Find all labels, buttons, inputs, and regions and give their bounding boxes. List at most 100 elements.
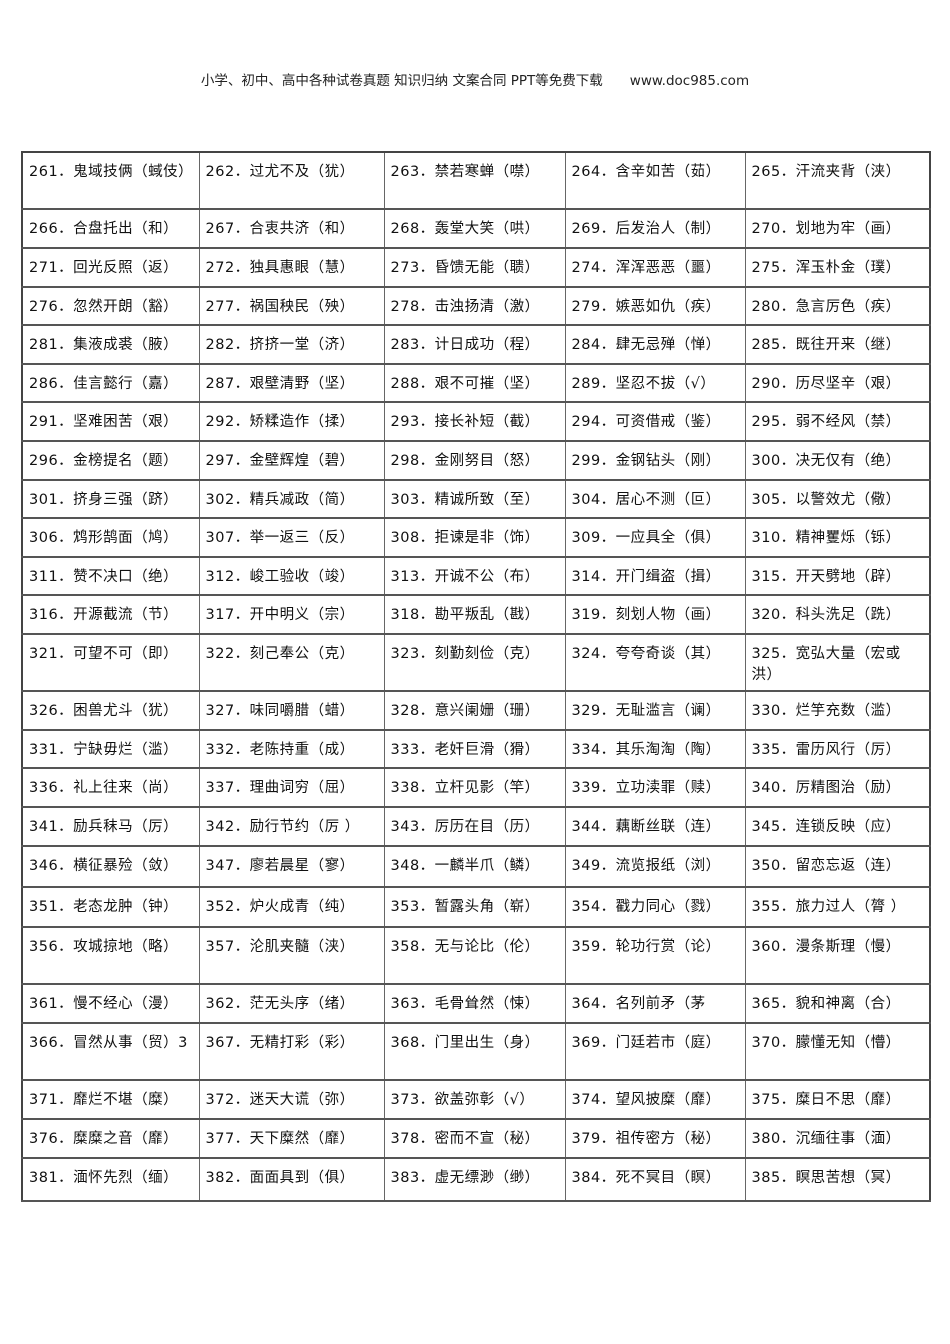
idiom-cell: 262．过尤不及（犹） xyxy=(198,151,385,210)
idiom-cell: 285．既往开来（继） xyxy=(744,324,931,365)
idiom-cell: 353．暂露头角（崭） xyxy=(383,886,566,928)
idiom-cell: 302．精兵减政（简） xyxy=(198,479,385,519)
idiom-cell: 261．鬼域技俩（蜮伎） xyxy=(21,151,200,210)
table-row: 306．鸩形鹄面（鸠） 307．举一返三（反） 308．拒谏是非（饰） 309．一应具… xyxy=(21,517,931,558)
idiom-cell: 366．冒然从事（贸）3 xyxy=(21,1022,200,1081)
table-row: 371．靡烂不堪（糜） 372．迷天大谎（弥） 373．欲盖弥彰（√） 374．望风披… xyxy=(21,1079,931,1120)
idiom-cell: 298．金刚努目（怒） xyxy=(383,440,566,481)
idiom-cell: 324．夸夸奇谈（其） xyxy=(564,633,746,692)
idiom-cell: 361．慢不经心（漫） xyxy=(21,983,200,1024)
idiom-cell: 340．厉精图治（励） xyxy=(744,767,931,808)
idiom-cell: 321．可望不可（即） xyxy=(21,633,200,692)
table-row: 361．慢不经心（漫） 362．茫无头序（绪） 363．毛骨耸然（悚） 364．名列前… xyxy=(21,983,931,1024)
table-row: 376．糜糜之音（靡） 377．天下糜然（靡） 378．密而不宣（秘） 379．祖传密… xyxy=(21,1118,931,1159)
idiom-cell: 330．烂竽充数（滥） xyxy=(744,690,931,731)
idiom-cell: 332．老陈持重（成） xyxy=(198,729,385,769)
idiom-cell: 322．刻己奉公（克） xyxy=(198,633,385,692)
idiom-cell: 267．合衷共济（和） xyxy=(198,208,385,249)
idiom-cell: 299．金钢钻头（刚） xyxy=(564,440,746,481)
idiom-cell: 279．嫉恶如仇（疾） xyxy=(564,286,746,326)
idiom-cell: 284．肆无忌殚（惮） xyxy=(564,324,746,365)
idiom-cell: 376．糜糜之音（靡） xyxy=(21,1118,200,1159)
idiom-cell: 364．名列前矛（茅 xyxy=(564,983,746,1024)
idiom-cell: 357．沦肌夹髓（浃） xyxy=(198,926,385,985)
idiom-cell: 331．宁缺毋烂（滥） xyxy=(21,729,200,769)
idiom-cell: 274．浑浑恶恶（噩） xyxy=(564,247,746,288)
idiom-cell: 334．其乐淘淘（陶） xyxy=(564,729,746,769)
idiom-cell: 316．开源截流（节） xyxy=(21,594,200,635)
idiom-cell: 328．意兴阑姗（珊） xyxy=(383,690,566,731)
idiom-cell: 379．祖传密方（秘） xyxy=(564,1118,746,1159)
idiom-cell: 320．科头洗足（跣） xyxy=(744,594,931,635)
idiom-correction-table: 261．鬼域技俩（蜮伎） 262．过尤不及（犹） 263．禁若寒蝉（噤） 264．含辛… xyxy=(21,151,931,1202)
idiom-cell: 315．开天劈地（辟） xyxy=(744,556,931,596)
table-row: 266．合盘托出（和） 267．合衷共济（和） 268．轰堂大笑（哄） 269．后发治… xyxy=(21,208,931,249)
idiom-cell: 380．沉缅往事（湎） xyxy=(744,1118,931,1159)
idiom-cell: 355．旅力过人（膂 ） xyxy=(744,886,931,928)
table-row: 276．忽然开朗（豁） 277．祸国秧民（殃） 278．击浊扬清（激） 279．嫉恶如… xyxy=(21,286,931,326)
table-row: 356．攻城掠地（略） 357．沦肌夹髓（浃） 358．无与论比（伦） 359．轮功行… xyxy=(21,926,931,985)
table-row: 316．开源截流（节） 317．开中明义（宗） 318．勘平叛乱（戡） 319．刻划人… xyxy=(21,594,931,635)
idiom-cell: 319．刻划人物（画） xyxy=(564,594,746,635)
table-row: 311．赞不决口（绝） 312．峻工验收（竣） 313．开诚不公（布） 314．开门缉… xyxy=(21,556,931,596)
idiom-cell: 263．禁若寒蝉（噤） xyxy=(383,151,566,210)
idiom-cell: 345．连锁反映（应） xyxy=(744,806,931,847)
table-row: 261．鬼域技俩（蜮伎） 262．过尤不及（犹） 263．禁若寒蝉（噤） 264．含辛… xyxy=(21,151,931,210)
idiom-cell: 300．决无仅有（绝） xyxy=(744,440,931,481)
idiom-cell: 368．门里出生（身） xyxy=(383,1022,566,1081)
idiom-cell: 287．艰壁清野（坚） xyxy=(198,363,385,403)
idiom-cell: 354．戳力同心（戮） xyxy=(564,886,746,928)
table-row: 271．回光反照（返） 272．独具惠眼（慧） 273．昏馈无能（聩） 274．浑浑恶… xyxy=(21,247,931,288)
idiom-cell: 282．挤挤一堂（济） xyxy=(198,324,385,365)
idiom-cell: 311．赞不决口（绝） xyxy=(21,556,200,596)
idiom-cell: 265．汗流夹背（浃） xyxy=(744,151,931,210)
idiom-cell: 365．貌和神离（合） xyxy=(744,983,931,1024)
idiom-cell: 318．勘平叛乱（戡） xyxy=(383,594,566,635)
idiom-cell: 297．金壁辉煌（碧） xyxy=(198,440,385,481)
idiom-cell: 289．坚忍不拔（√） xyxy=(564,363,746,403)
idiom-cell: 367．无精打彩（彩） xyxy=(198,1022,385,1081)
idiom-cell: 326．困兽尤斗（犹） xyxy=(21,690,200,731)
idiom-cell: 310．精神矍烁（铄） xyxy=(744,517,931,558)
idiom-cell: 275．浑玉朴金（璞） xyxy=(744,247,931,288)
table-row: 291．坚难困苦（艰） 292．矫糅造作（揉） 293．接长补短（截） 294．可资借… xyxy=(21,401,931,442)
idiom-cell: 295．弱不经风（禁） xyxy=(744,401,931,442)
idiom-cell: 377．天下糜然（靡） xyxy=(198,1118,385,1159)
idiom-cell: 338．立杆见影（竿） xyxy=(383,767,566,808)
idiom-cell: 273．昏馈无能（聩） xyxy=(383,247,566,288)
idiom-cell: 307．举一返三（反） xyxy=(198,517,385,558)
idiom-cell: 290．历尽坚辛（艰） xyxy=(744,363,931,403)
idiom-cell: 344．藕断丝联（连） xyxy=(564,806,746,847)
idiom-cell: 346．横征暴殓（敛） xyxy=(21,845,200,888)
idiom-cell: 347．廖若晨星（寥） xyxy=(198,845,385,888)
idiom-cell: 335．雷历风行（厉） xyxy=(744,729,931,769)
idiom-cell: 314．开门缉盗（揖） xyxy=(564,556,746,596)
table-row: 366．冒然从事（贸）3 367．无精打彩（彩） 368．门里出生（身） 369．门廷… xyxy=(21,1022,931,1081)
idiom-cell: 292．矫糅造作（揉） xyxy=(198,401,385,442)
table-row: 286．佳言懿行（嘉） 287．艰壁清野（坚） 288．艰不可摧（坚） 289．坚忍不… xyxy=(21,363,931,403)
idiom-cell: 384．死不冥目（瞑） xyxy=(564,1157,746,1202)
idiom-cell: 286．佳言懿行（嘉） xyxy=(21,363,200,403)
idiom-cell: 264．含辛如苦（茹） xyxy=(564,151,746,210)
idiom-cell: 288．艰不可摧（坚） xyxy=(383,363,566,403)
idiom-cell: 362．茫无头序（绪） xyxy=(198,983,385,1024)
table-row: 346．横征暴殓（敛） 347．廖若晨星（寥） 348．一麟半爪（鳞） 349．流览报… xyxy=(21,845,931,888)
idiom-cell: 272．独具惠眼（慧） xyxy=(198,247,385,288)
idiom-cell: 266．合盘托出（和） xyxy=(21,208,200,249)
idiom-cell: 308．拒谏是非（饰） xyxy=(383,517,566,558)
idiom-cell: 293．接长补短（截） xyxy=(383,401,566,442)
idiom-cell: 309．一应具全（俱） xyxy=(564,517,746,558)
idiom-cell: 339．立功渎罪（赎） xyxy=(564,767,746,808)
idiom-cell: 382．面面具到（俱） xyxy=(198,1157,385,1202)
idiom-cell: 385．瞑思苦想（冥） xyxy=(744,1157,931,1202)
table-row: 336．礼上往来（尚） 337．理曲词穷（屈） 338．立杆见影（竿） 339．立功渎… xyxy=(21,767,931,808)
idiom-cell: 280．急言厉色（疾） xyxy=(744,286,931,326)
idiom-cell: 383．虚无缥渺（缈） xyxy=(383,1157,566,1202)
idiom-cell: 378．密而不宣（秘） xyxy=(383,1118,566,1159)
idiom-cell: 341．励兵秣马（厉） xyxy=(21,806,200,847)
idiom-cell: 327．味同嚼腊（蜡） xyxy=(198,690,385,731)
idiom-cell: 283．计日成功（程） xyxy=(383,324,566,365)
idiom-cell: 323．刻勤刻俭（克） xyxy=(383,633,566,692)
idiom-cell: 337．理曲词穷（屈） xyxy=(198,767,385,808)
idiom-cell: 277．祸国秧民（殃） xyxy=(198,286,385,326)
